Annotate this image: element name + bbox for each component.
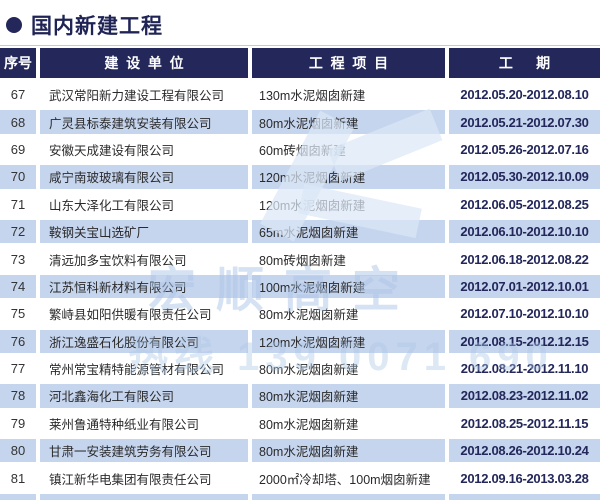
period-cell: 2012.08.21-2012.11.10 [449,354,600,383]
period-cell: 2012.05.20-2012.08.10 [449,81,600,109]
title-divider [0,45,600,46]
header-cell-project: 工 程 项 目 [252,48,445,78]
table-row: 76 浙江逸盛石化股份有限公司 120m水泥烟囱新建 2012.08.15-2012.… [0,327,600,355]
project-cell: 120m水泥烟囱新建 [252,190,445,218]
table-row: 74 江苏恒科新材料有限公司 100m水泥烟囱新建 2012.07.01-2012.1… [0,272,600,301]
project-cell: 130m水泥烟囱新建 [252,81,445,109]
project-cell: 100m水泥烟囱新建 [252,272,445,301]
row-number-cell: 78 [0,382,36,410]
row-number-cell: 71 [0,190,36,218]
row-number-cell: 73 [0,245,36,273]
row-number-cell: 68 [0,108,36,136]
table-row: 70 咸宁南玻玻璃有限公司 120m水泥烟囱新建 2012.05.30-2012.10… [0,163,600,191]
row-number-cell: 72 [0,217,36,246]
project-cell: 80m水泥烟囱新建 [252,354,445,383]
table-body: 67 武汉常阳新力建设工程有限公司 130m水泥烟囱新建 2012.05.20-201… [0,81,600,493]
row-number-cell: 69 [0,135,36,164]
row-number-cell: 74 [0,272,36,301]
table-row: 79 莱州鲁通特种纸业有限公司 80m水泥烟囱新建 2012.08.25-2012.1… [0,409,600,438]
project-cell: 60m砖烟囱新建 [252,135,445,164]
company-cell: 莱州鲁通特种纸业有限公司 [40,409,248,438]
period-cell: 2012.06.05-2012.08.25 [449,190,600,218]
row-number-cell: 77 [0,354,36,383]
company-cell: 广灵县标泰建筑安装有限公司 [40,108,248,136]
header-cell-no: 序号 [0,48,36,78]
project-cell: 80m砖烟囱新建 [252,245,445,273]
table-header-row: 序号 建 设 单 位 工 程 项 目 工 期 [0,48,600,78]
row-number-cell: 70 [0,163,36,191]
period-cell: 2012.08.26-2012.10.24 [449,437,600,465]
table-row: 72 鞍钢关宝山选矿厂 65m水泥烟囱新建 2012.06.10-2012.10.10 [0,217,600,246]
row-number-cell: 75 [0,300,36,328]
project-cell: 65m水泥烟囱新建 [252,217,445,246]
company-cell: 武汉常阳新力建设工程有限公司 [40,81,248,109]
project-cell: 120m水泥烟囱新建 [252,163,445,191]
company-cell: 清远加多宝饮料有限公司 [40,245,248,273]
period-cell: 2012.05.26-2012.07.16 [449,135,600,164]
row-number-cell: 67 [0,81,36,109]
company-cell: 安徽天成建设有限公司 [40,135,248,164]
table-row: 73 清远加多宝饮料有限公司 80m砖烟囱新建 2012.06.18-2012.08.… [0,245,600,273]
company-cell: 江苏恒科新材料有限公司 [40,272,248,301]
period-cell: 2012.07.10-2012.10.10 [449,300,600,328]
page-title: 国内新建工程 [31,15,163,38]
company-cell: 鞍钢关宝山选矿厂 [40,217,248,246]
period-cell: 2012.05.30-2012.10.09 [449,163,600,191]
company-cell: 常州常宝精特能源管材有限公司 [40,354,248,383]
header-cell-period: 工 期 [449,48,600,78]
table-row: 75 繁峙县如阳供暖有限责任公司 80m水泥烟囱新建 2012.07.10-2012.… [0,300,600,328]
table-row: 67 武汉常阳新力建设工程有限公司 130m水泥烟囱新建 2012.05.20-201… [0,81,600,109]
table-row: 80 甘肃一安装建筑劳务有限公司 80m水泥烟囱新建 2012.08.26-2012.… [0,437,600,465]
table-row: 81 镇江新华电集团有限责任公司 2000㎡冷却塔、100m烟囱新建 2012.09.… [0,464,600,492]
project-cell: 80m水泥烟囱新建 [252,409,445,438]
project-cell: 120m水泥烟囱新建 [252,327,445,355]
company-cell: 河北鑫海化工有限公司 [40,382,248,410]
table-row: 68 广灵县标泰建筑安装有限公司 80m水泥烟囱新建 2012.05.21-2012.… [0,108,600,136]
period-cell: 2012.05.21-2012.07.30 [449,108,600,136]
header-cell-company: 建 设 单 位 [40,48,248,78]
period-cell: 2012.08.15-2012.12.15 [449,327,600,355]
project-cell: 2000㎡冷却塔、100m烟囱新建 [252,464,445,492]
table-row: 71 山东大泽化工有限公司 120m水泥烟囱新建 2012.06.05-2012.08… [0,190,600,218]
section-title-row: 国内新建工程 [6,8,600,42]
bullet-icon [6,17,22,33]
project-cell: 80m水泥烟囱新建 [252,108,445,136]
row-number-cell: 80 [0,437,36,465]
project-cell: 80m水泥烟囱新建 [252,382,445,410]
project-cell: 80m水泥烟囱新建 [252,437,445,465]
company-cell: 浙江逸盛石化股份有限公司 [40,327,248,355]
table-row: 69 安徽天成建设有限公司 60m砖烟囱新建 2012.05.26-2012.07.1… [0,135,600,164]
table-row: 78 河北鑫海化工有限公司 80m水泥烟囱新建 2012.08.23-2012.11.… [0,382,600,410]
company-cell: 甘肃一安装建筑劳务有限公司 [40,437,248,465]
project-cell: 80m水泥烟囱新建 [252,300,445,328]
period-cell: 2012.08.25-2012.11.15 [449,409,600,438]
period-cell: 2012.06.10-2012.10.10 [449,217,600,246]
row-number-cell: 79 [0,409,36,438]
company-cell: 咸宁南玻玻璃有限公司 [40,163,248,191]
company-cell: 山东大泽化工有限公司 [40,190,248,218]
period-cell: 2012.08.23-2012.11.02 [449,382,600,410]
company-cell: 繁峙县如阳供暖有限责任公司 [40,300,248,328]
row-number-cell: 76 [0,327,36,355]
period-cell: 2012.07.01-2012.10.01 [449,272,600,301]
table-row: 77 常州常宝精特能源管材有限公司 80m水泥烟囱新建 2012.08.21-2012… [0,354,600,383]
company-cell: 镇江新华电集团有限责任公司 [40,464,248,492]
partial-bottom-row [0,494,600,500]
row-number-cell: 81 [0,464,36,492]
period-cell: 2012.09.16-2013.03.28 [449,464,600,492]
period-cell: 2012.06.18-2012.08.22 [449,245,600,273]
